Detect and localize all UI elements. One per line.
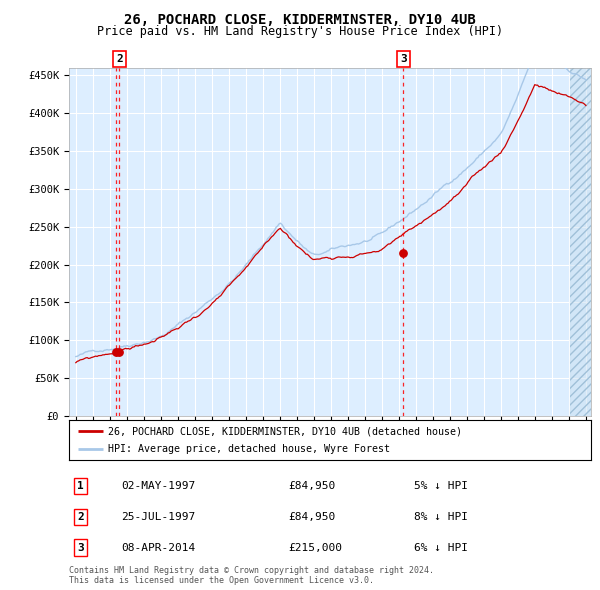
Text: 1: 1: [77, 481, 84, 491]
Text: 08-APR-2014: 08-APR-2014: [121, 543, 196, 552]
Text: 2: 2: [116, 54, 123, 64]
Point: [111, 347, 121, 356]
Text: Contains HM Land Registry data © Crown copyright and database right 2024.: Contains HM Land Registry data © Crown c…: [69, 566, 434, 575]
Text: 6% ↓ HPI: 6% ↓ HPI: [413, 543, 467, 552]
Text: £215,000: £215,000: [288, 543, 342, 552]
Text: 25-JUL-1997: 25-JUL-1997: [121, 512, 196, 522]
Text: 3: 3: [77, 543, 84, 552]
Text: 5% ↓ HPI: 5% ↓ HPI: [413, 481, 467, 491]
Text: 8% ↓ HPI: 8% ↓ HPI: [413, 512, 467, 522]
Text: 2: 2: [77, 512, 84, 522]
Text: 26, POCHARD CLOSE, KIDDERMINSTER, DY10 4UB: 26, POCHARD CLOSE, KIDDERMINSTER, DY10 4…: [124, 13, 476, 27]
Text: 02-MAY-1997: 02-MAY-1997: [121, 481, 196, 491]
Text: Price paid vs. HM Land Registry's House Price Index (HPI): Price paid vs. HM Land Registry's House …: [97, 25, 503, 38]
Text: £84,950: £84,950: [288, 512, 335, 522]
Bar: [570, 68, 591, 416]
Text: 3: 3: [400, 54, 407, 64]
Point: [398, 248, 408, 258]
Text: 26, POCHARD CLOSE, KIDDERMINSTER, DY10 4UB (detached house): 26, POCHARD CLOSE, KIDDERMINSTER, DY10 4…: [108, 427, 462, 437]
Text: This data is licensed under the Open Government Licence v3.0.: This data is licensed under the Open Gov…: [69, 576, 374, 585]
Point: [115, 347, 124, 356]
Text: £84,950: £84,950: [288, 481, 335, 491]
Bar: [570, 68, 591, 416]
Text: HPI: Average price, detached house, Wyre Forest: HPI: Average price, detached house, Wyre…: [108, 444, 390, 454]
